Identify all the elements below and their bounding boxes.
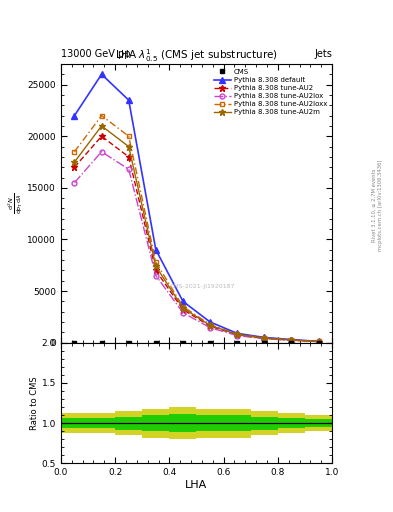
Line: Pythia 8.308 default: Pythia 8.308 default [72,72,321,344]
Pythia 8.308 tune-AU2loxx [153,259,158,265]
Pythia 8.308 tune-AU2lox [208,325,212,331]
Pythia 8.308 tune-AU2loxx [126,133,131,139]
Pythia 8.308 tune-AU2m [181,305,185,311]
CMS [316,339,321,346]
Line: Pythia 8.308 tune-AU2: Pythia 8.308 tune-AU2 [71,133,322,345]
Text: CMS-2021-JI1920187: CMS-2021-JI1920187 [169,284,235,289]
Pythia 8.308 default [153,247,158,253]
Pythia 8.308 tune-AU2 [126,154,131,160]
Pythia 8.308 tune-AU2loxx [72,148,77,155]
Pythia 8.308 tune-AU2m [153,263,158,269]
Pythia 8.308 tune-AU2m [316,338,321,345]
Pythia 8.308 default [289,336,294,343]
Pythia 8.308 tune-AU2 [181,307,185,313]
Pythia 8.308 tune-AU2loxx [181,304,185,310]
Pythia 8.308 tune-AU2loxx [99,113,104,119]
Line: CMS: CMS [72,340,321,345]
Pythia 8.308 tune-AU2lox [316,338,321,345]
Pythia 8.308 tune-AU2m [289,337,294,343]
Pythia 8.308 tune-AU2loxx [289,337,294,343]
CMS [181,339,185,346]
Pythia 8.308 tune-AU2lox [181,310,185,316]
Title: LHA $\lambda^{1}_{0.5}$ (CMS jet substructure): LHA $\lambda^{1}_{0.5}$ (CMS jet substru… [115,47,278,64]
Pythia 8.308 tune-AU2m [235,331,239,337]
Pythia 8.308 default [181,298,185,305]
Line: Pythia 8.308 tune-AU2lox: Pythia 8.308 tune-AU2lox [72,150,321,344]
Pythia 8.308 tune-AU2loxx [262,335,266,341]
Pythia 8.308 tune-AU2lox [153,272,158,279]
Pythia 8.308 tune-AU2lox [126,166,131,173]
Pythia 8.308 tune-AU2m [262,335,266,342]
Text: Rivet 3.1.10, ≥ 2.7M events
mcplots.cern.ch [arXiv:1306.3436]: Rivet 3.1.10, ≥ 2.7M events mcplots.cern… [372,159,383,250]
Pythia 8.308 tune-AU2m [208,322,212,328]
Pythia 8.308 tune-AU2 [208,323,212,329]
Pythia 8.308 tune-AU2 [235,332,239,338]
CMS [153,339,158,346]
Pythia 8.308 default [126,97,131,103]
Pythia 8.308 tune-AU2lox [289,337,294,344]
Pythia 8.308 tune-AU2loxx [235,331,239,337]
CMS [262,339,266,346]
CMS [289,339,294,346]
Y-axis label: $\frac{1}{\mathrm{d}N/\mathrm{d}p_\mathrm{T}}$
$\frac{\mathrm{d}^2N}{\mathrm{d}p: $\frac{1}{\mathrm{d}N/\mathrm{d}p_\mathr… [0,191,24,215]
Pythia 8.308 tune-AU2 [153,267,158,273]
Legend: CMS, Pythia 8.308 default, Pythia 8.308 tune-AU2, Pythia 8.308 tune-AU2lox, Pyth: CMS, Pythia 8.308 default, Pythia 8.308 … [212,68,329,117]
Pythia 8.308 default [72,113,77,119]
Pythia 8.308 default [99,71,104,77]
Pythia 8.308 tune-AU2lox [235,332,239,338]
X-axis label: LHA: LHA [185,480,208,490]
Pythia 8.308 tune-AU2 [316,338,321,345]
Line: Pythia 8.308 tune-AU2m: Pythia 8.308 tune-AU2m [71,122,322,345]
Pythia 8.308 default [316,338,321,345]
Text: 13000 GeV pp: 13000 GeV pp [61,49,130,59]
Pythia 8.308 tune-AU2loxx [316,338,321,345]
Pythia 8.308 default [262,334,266,340]
Pythia 8.308 tune-AU2 [99,133,104,139]
Text: Jets: Jets [314,49,332,59]
Pythia 8.308 tune-AU2lox [262,336,266,342]
CMS [208,339,212,346]
Pythia 8.308 tune-AU2lox [99,148,104,155]
Pythia 8.308 tune-AU2loxx [208,322,212,328]
Pythia 8.308 tune-AU2lox [72,180,77,186]
Pythia 8.308 default [208,319,212,325]
CMS [72,339,77,346]
Pythia 8.308 tune-AU2m [72,159,77,165]
Line: Pythia 8.308 tune-AU2loxx: Pythia 8.308 tune-AU2loxx [72,113,321,344]
Pythia 8.308 tune-AU2 [262,335,266,342]
Pythia 8.308 tune-AU2 [72,164,77,170]
Y-axis label: Ratio to CMS: Ratio to CMS [30,376,39,430]
Pythia 8.308 tune-AU2 [289,337,294,343]
Pythia 8.308 tune-AU2m [99,123,104,129]
CMS [126,339,131,346]
CMS [99,339,104,346]
CMS [235,339,239,346]
Pythia 8.308 tune-AU2m [126,143,131,150]
Pythia 8.308 default [235,330,239,336]
